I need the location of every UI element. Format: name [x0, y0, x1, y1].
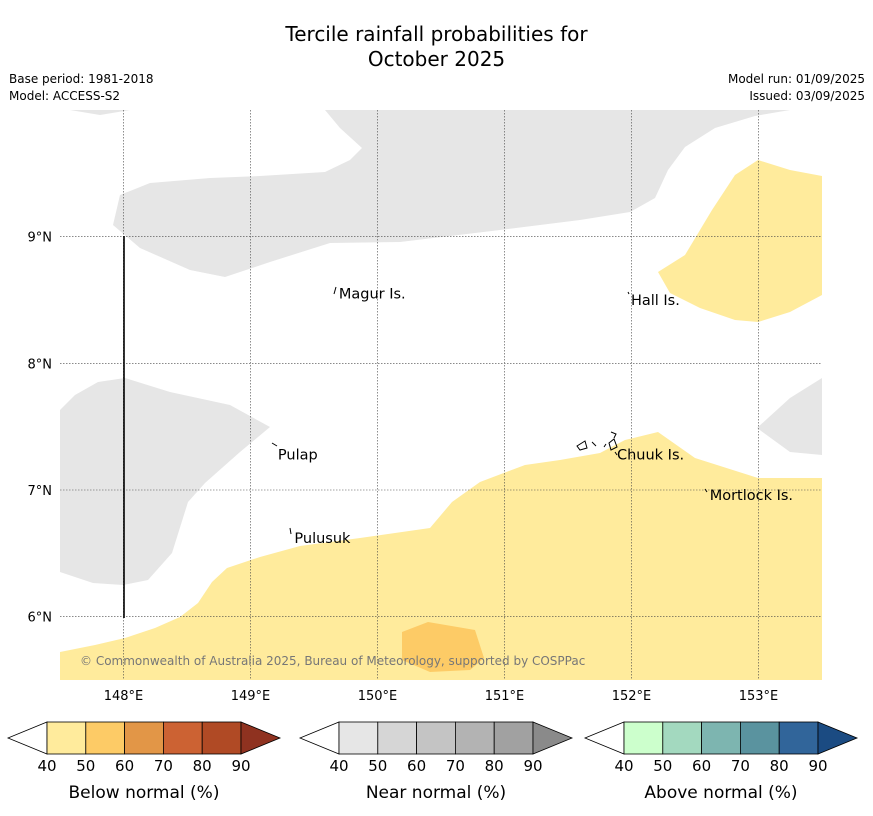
legend-tick-2-0: 40: [614, 757, 633, 775]
legend-tick-0-3: 70: [154, 757, 173, 775]
place-labels: Magur Is. Hall Is. Pulap Chuuk Is. Mortlock …: [278, 287, 793, 547]
legend-title-2: Above normal (%): [644, 783, 797, 803]
island-pulusuk: [289, 527, 292, 535]
legend-tick-1-1: 50: [368, 757, 387, 775]
legend-over-arrow-0: [240, 721, 282, 755]
below-normal-region-south-60: [402, 622, 484, 672]
legend-swatch-2-3: [740, 721, 780, 755]
legend-swatch-1-1: [377, 721, 417, 755]
near-normal-region-west: [60, 378, 270, 585]
legend-swatch-1-4: [493, 721, 534, 755]
issued-label: Issued: 03/09/2025: [749, 89, 865, 103]
legend-1: 40 50 60 70 80 90 Near normal (%): [298, 721, 574, 803]
legend-tick-2-3: 70: [731, 757, 750, 775]
legend-under-arrow-1: [298, 721, 340, 755]
map-title-line1: Tercile rainfall probabilities for: [285, 22, 588, 46]
map-title-line2: October 2025: [367, 47, 506, 71]
island-chuuk: [576, 431, 618, 456]
lon-tick-label-5: 153°E: [739, 689, 779, 704]
lat-tick-label-0: 6°N: [28, 611, 53, 626]
place-label-5: Pulusuk: [294, 531, 351, 547]
island-marks: [271, 286, 708, 535]
lon-tick-label-2: 150°E: [358, 689, 398, 704]
legend-tick-0-4: 80: [193, 757, 212, 775]
legend-swatch-2-2: [701, 721, 741, 755]
copyright-text: © Commonwealth of Australia 2025, Bureau…: [80, 654, 585, 668]
legend-swatch-2-4: [778, 721, 819, 755]
legend-tick-0-1: 50: [76, 757, 95, 775]
legend-tick-0-0: 40: [37, 757, 56, 775]
legend-tick-0-2: 60: [115, 757, 134, 775]
legend-tick-1-4: 80: [485, 757, 504, 775]
legend-swatch-0-1: [85, 721, 126, 755]
island-hall: [627, 291, 630, 295]
map-title: Tercile rainfall probabilities for Octob…: [0, 22, 873, 72]
legend-tick-2-5: 90: [808, 757, 827, 775]
near-normal-region-east: [757, 378, 822, 455]
legend-under-arrow-2: [583, 721, 625, 755]
lat-tick-label-1: 7°N: [28, 484, 53, 499]
legend-swatch-0-3: [162, 721, 203, 755]
place-label-4: Mortlock Is.: [710, 488, 793, 504]
place-label-1: Hall Is.: [631, 293, 680, 309]
lon-tick-label-4: 152°E: [612, 689, 652, 704]
lon-tick-label-0: 148°E: [104, 689, 144, 704]
place-label-0: Magur Is.: [339, 287, 406, 303]
below-normal-region-northeast: [658, 160, 822, 322]
legend-tick-1-5: 90: [523, 757, 542, 775]
legend-swatch-2-1: [662, 721, 702, 755]
legend-swatch-0-0: [46, 721, 87, 755]
lon-tick-label-1: 149°E: [231, 689, 271, 704]
legend-over-arrow-1: [532, 721, 574, 755]
legends: 40 50 60 70 80 90 Below normal (%) 40 50 60 70 80 90…: [6, 721, 859, 803]
legend-over-arrow-2: [817, 721, 859, 755]
legend-under-arrow-0: [6, 721, 48, 755]
legend-tick-1-3: 70: [446, 757, 465, 775]
legend-0: 40 50 60 70 80 90 Below normal (%): [6, 721, 282, 803]
legend-tick-2-1: 50: [653, 757, 672, 775]
legend-2: 40 50 60 70 80 90 Above normal (%): [583, 721, 859, 803]
island-mortlock: [704, 488, 708, 493]
legend-title-0: Below normal (%): [69, 783, 220, 803]
legend-swatch-2-0: [623, 721, 664, 755]
lat-tick-label-2: 8°N: [28, 357, 53, 372]
legend-tick-2-2: 60: [692, 757, 711, 775]
legend-swatch-0-2: [124, 721, 164, 755]
island-magur: [333, 286, 337, 295]
model-label: Model: ACCESS-S2: [9, 89, 121, 103]
legend-tick-1-0: 40: [329, 757, 348, 775]
place-label-3: Chuuk Is.: [617, 448, 684, 464]
base-period-label: Base period: 1981-2018: [9, 72, 154, 86]
legend-tick-1-2: 60: [407, 757, 426, 775]
lon-tick-label-3: 151°E: [485, 689, 525, 704]
model-run-label: Model run: 01/09/2025: [727, 72, 865, 86]
meta-left: Base period: 1981-2018 Model: ACCESS-S2: [9, 71, 154, 105]
meta-right: Model run: 01/09/2025 Issued: 03/09/2025: [728, 71, 865, 105]
legend-swatch-1-0: [338, 721, 379, 755]
map-area: [60, 110, 822, 680]
legend-swatch-1-3: [454, 721, 495, 755]
legend-title-1: Near normal (%): [366, 783, 506, 803]
lat-tick-label-3: 9°N: [28, 231, 53, 246]
legend-swatch-1-2: [416, 721, 456, 755]
legend-swatch-0-4: [201, 721, 242, 755]
island-pulap: [271, 442, 278, 447]
near-normal-region-north: [70, 110, 790, 277]
legend-tick-2-4: 80: [770, 757, 789, 775]
legend-tick-0-5: 90: [231, 757, 250, 775]
axis-labels: 148°E 149°E 150°E 151°E 152°E 153°E 6°N 7°N 8°N 9…: [28, 231, 779, 704]
place-label-2: Pulap: [278, 448, 318, 464]
